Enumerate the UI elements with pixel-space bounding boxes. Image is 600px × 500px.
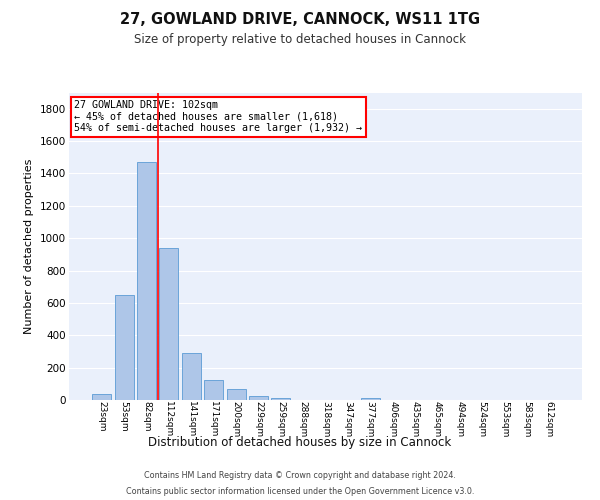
Text: 27, GOWLAND DRIVE, CANNOCK, WS11 1TG: 27, GOWLAND DRIVE, CANNOCK, WS11 1TG bbox=[120, 12, 480, 28]
Bar bbox=[361, 398, 380, 400]
Y-axis label: Number of detached properties: Number of detached properties bbox=[25, 158, 34, 334]
Text: 27 GOWLAND DRIVE: 102sqm
← 45% of detached houses are smaller (1,618)
54% of sem: 27 GOWLAND DRIVE: 102sqm ← 45% of detach… bbox=[74, 100, 362, 134]
Bar bbox=[115, 295, 134, 400]
Bar bbox=[227, 390, 245, 400]
Text: Distribution of detached houses by size in Cannock: Distribution of detached houses by size … bbox=[148, 436, 452, 449]
Text: Contains HM Land Registry data © Crown copyright and database right 2024.: Contains HM Land Registry data © Crown c… bbox=[144, 472, 456, 480]
Bar bbox=[249, 396, 268, 400]
Bar bbox=[137, 162, 156, 400]
Bar bbox=[160, 248, 178, 400]
Bar bbox=[182, 353, 201, 400]
Text: Contains public sector information licensed under the Open Government Licence v3: Contains public sector information licen… bbox=[126, 486, 474, 496]
Text: Size of property relative to detached houses in Cannock: Size of property relative to detached ho… bbox=[134, 32, 466, 46]
Bar bbox=[92, 394, 112, 400]
Bar bbox=[271, 398, 290, 400]
Bar bbox=[204, 380, 223, 400]
